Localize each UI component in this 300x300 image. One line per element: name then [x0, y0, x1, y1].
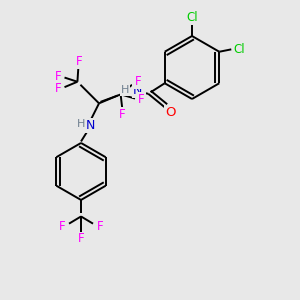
Text: F: F: [58, 220, 65, 232]
Text: N: N: [86, 119, 96, 132]
Text: F: F: [55, 70, 61, 83]
Text: N: N: [133, 84, 142, 97]
Text: F: F: [78, 232, 84, 245]
Text: O: O: [165, 106, 175, 119]
Text: Cl: Cl: [186, 11, 198, 24]
Text: F: F: [97, 220, 104, 232]
Text: Cl: Cl: [234, 43, 245, 56]
Text: F: F: [135, 75, 142, 88]
Text: F: F: [55, 82, 61, 95]
Text: F: F: [119, 108, 125, 121]
Text: H: H: [77, 119, 85, 129]
Text: F: F: [76, 55, 82, 68]
Text: H: H: [121, 85, 129, 95]
Text: F: F: [138, 93, 145, 106]
